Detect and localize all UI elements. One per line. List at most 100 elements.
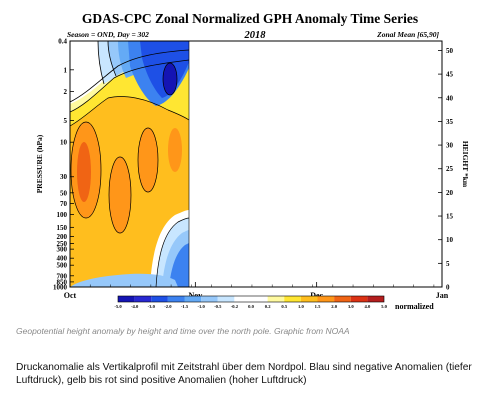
time-tick-label: Oct [64,291,77,300]
contour-1 [70,49,189,103]
colorbar-swatch [334,296,351,302]
colorbar-label: normalized [395,302,434,311]
colorbar-swatch [184,296,202,302]
contour-3 [97,41,105,85]
description-text: Druckanomalie als Vertikalprofil mit Zei… [16,362,472,386]
contour-6 [155,217,189,287]
contour-5 [70,96,189,127]
year-label: 2018 [244,30,267,41]
colorbar-level-label: -0.5 [214,304,222,309]
season-label: Season = OND, Day = 302 [67,30,149,39]
colorbar-swatch [217,296,235,302]
pressure-tick-label: 10 [60,139,68,147]
height-tick-label: 0 [446,284,450,292]
colorbar: -5.0 -4.0 -3.0 -2.0 -1.5 -1.0 -0.5 -0.2 0.0 0.2 0.… [114,295,388,309]
colorbar-level-label: 0.5 [281,304,287,309]
height-tick-label: 50 [446,47,454,55]
height-tick-label: 10 [446,236,454,244]
pressure-tick-label: 400 [57,255,68,263]
pressure-tick-label: 5 [64,117,68,125]
pressure-tick-label: 150 [57,224,68,232]
height-tick-label: 40 [446,94,454,102]
height-tick-label: 25 [446,165,454,173]
height-tick-label: 20 [446,189,454,197]
height-tick-label: 35 [446,118,454,126]
pressure-tick-label: 0.4 [58,38,67,46]
contour-7 [70,121,102,219]
time-tick-label: Jan [436,291,449,300]
core-orange-4 [168,128,182,172]
pressure-tick-label: 70 [60,200,68,208]
colorbar-level-label: 3.0 [348,304,354,309]
pressure-tick-label: 200 [57,233,68,241]
colorbar-swatch [201,296,218,302]
pressure-tick-label: 850 [57,278,68,286]
colorbar-swatch [267,296,285,302]
colorbar-swatch [234,296,251,302]
plot-area [69,40,443,288]
pressure-tick-label: 2 [64,88,68,96]
pressure-tick-label: 700 [57,272,68,280]
colorbar-swatch [284,296,301,302]
figure-caption: Geopotential height anomaly by height an… [16,326,350,336]
colorbar-level-label: 4.0 [365,304,371,309]
field-blue [169,243,189,287]
colorbar-level-label: -4.0 [131,304,139,309]
pressure-tick-label: 1000 [53,284,68,292]
colorbar-swatch [300,296,318,302]
colorbar-swatch [151,296,168,302]
colorbar-level-label: -0.2 [231,304,239,309]
colorbar-swatch [167,296,185,302]
contour-9 [137,127,159,193]
colorbar-level-label: -1.0 [197,304,205,309]
chart-title: GDAS-CPC Zonal Normalized GPH Anomaly Ti… [82,11,418,26]
colorbar-swatch [118,296,135,302]
colorbar-swatch [367,296,384,302]
pressure-tick-label: 250 [57,240,68,248]
colorbar-swatch [251,296,268,302]
time-axis: Oct Nov Dec Jan [64,282,449,300]
pressure-tick-label: 50 [60,189,68,197]
pressure-tick-label: 1 [64,66,68,74]
colorbar-swatch [317,296,335,302]
heatmap-field [70,41,189,287]
plot-frame [69,40,443,288]
contour-2 [70,59,189,113]
pressure-tick-label: 500 [57,262,68,270]
contour-8 [108,156,132,234]
height-tick-label: 15 [446,213,454,221]
contour-4 [107,41,117,77]
time-tick-label: Dec [310,291,323,300]
colorbar-level-label: -5.0 [114,304,122,309]
colorbar-level-label: 1.0 [298,304,304,309]
pressure-axis-label: PRESSURE (hPa) [35,134,44,193]
height-tick-label: 30 [446,142,454,150]
height-tick-label: 5 [446,260,450,268]
core-red-1 [77,142,91,202]
colorbar-swatch [350,296,368,302]
core-blue-deep [163,63,177,95]
colorbar-level-label: -2.0 [164,304,172,309]
colorbar-level-label: -3.0 [148,304,156,309]
colorbar-level-label: 5.0 [381,304,387,309]
colorbar-swatch [134,296,152,302]
contour-10 [162,62,178,96]
pressure-tick-label: 30 [60,173,68,181]
colorbar-level-label: 1.5 [315,304,321,309]
anomaly-figure: GDAS-CPC Zonal Normalized GPH Anomaly Ti… [35,11,470,311]
pressure-tick-label: 100 [57,211,68,219]
colorbar-frame [117,295,385,303]
core-orange-3 [138,128,158,192]
height-tick-label: 45 [446,71,454,79]
field-blue-low [70,273,178,287]
time-tick-label: Nov [188,291,202,300]
colorbar-level-label: -1.5 [181,304,189,309]
core-orange-2 [109,157,131,233]
colorbar-level-label: 0.2 [265,304,271,309]
zonal-mean-label: Zonal Mean [65,90] [376,30,439,39]
height-axis-label: HEIGHT *km [461,141,470,188]
colorbar-level-label: 0.0 [248,304,254,309]
colorbar-level-label: 2.0 [331,304,337,309]
